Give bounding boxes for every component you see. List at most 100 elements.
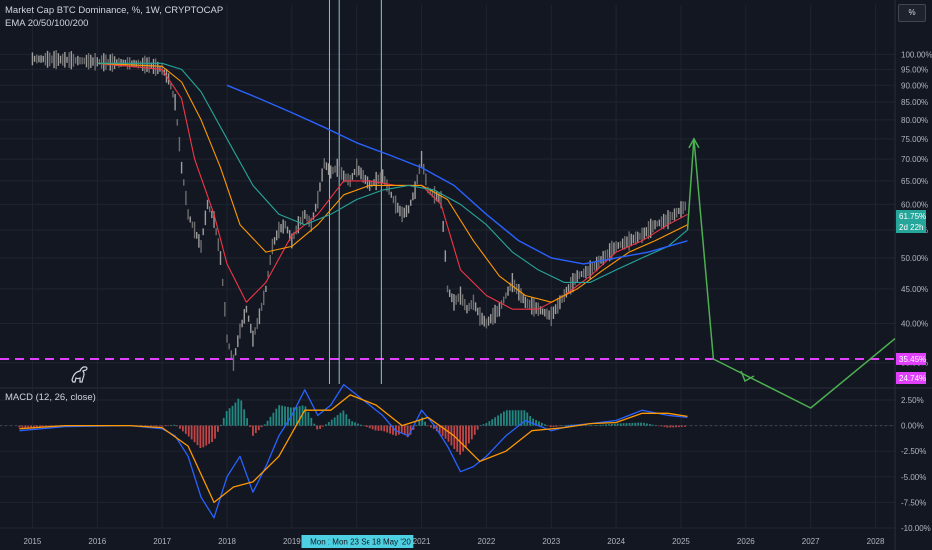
signal-line [19, 394, 688, 504]
y-tick-label: 60.00% [901, 200, 928, 209]
macd-histogram-bar [234, 402, 237, 426]
macd-histogram-bar [374, 425, 377, 431]
y-tick-label: 80.00% [901, 116, 928, 125]
x-tick-label: 2028 [867, 537, 885, 546]
macd-histogram-bar [678, 425, 680, 428]
macd-histogram-bar [295, 406, 298, 426]
macd-histogram-bar [444, 425, 447, 439]
macd-histogram-bar [590, 425, 593, 426]
macd-histogram-bar [403, 425, 406, 436]
macd-histogram-bar [304, 406, 307, 426]
macd-histogram-bar [275, 408, 278, 426]
target-badge-bg [896, 372, 926, 384]
macd-histogram-bar [319, 425, 321, 429]
y-tick-label: 85.00% [901, 98, 928, 107]
macd-histogram-bar [269, 416, 272, 426]
macd-histogram-bar [608, 424, 610, 426]
macd-histogram-bar [179, 425, 181, 429]
macd-histogram-bar [351, 421, 354, 426]
macd-histogram-bar [199, 425, 202, 448]
percent-scale-button[interactable]: % [898, 4, 926, 22]
projection-arrow-down [740, 370, 755, 383]
macd-y-tick-label: 0.00% [901, 422, 924, 431]
y-tick-label: 40.00% [901, 319, 928, 328]
macd-histogram-bar [21, 425, 24, 428]
x-tick-label: 2017 [153, 537, 171, 546]
projection-lines [686, 137, 896, 409]
macd-histogram-bar [30, 425, 33, 428]
macd-histogram-bar [187, 425, 190, 437]
macd-histogram-bar [409, 425, 412, 435]
highlight-date-label: 18 May '20 [372, 538, 411, 547]
macd-histogram-bar [500, 413, 502, 426]
macd-histogram-bar [511, 410, 514, 426]
macd-histogram-bar [418, 420, 421, 426]
macd-histogram-bar [552, 425, 555, 428]
macd-pane [0, 383, 895, 519]
macd-histogram-bar [196, 425, 199, 446]
macd-histogram-bar [517, 410, 520, 426]
macd-histogram-bar [354, 422, 356, 426]
macd-histogram-bar [322, 425, 324, 427]
macd-legend[interactable]: MACD (12, 26, close) [5, 392, 96, 403]
macd-histogram-bar [345, 414, 348, 426]
macd-histogram-bar [508, 410, 511, 426]
macd-histogram-bar [473, 425, 476, 435]
macd-histogram-bar [622, 423, 625, 426]
macd-histogram-bar [593, 425, 596, 426]
time-axis[interactable]: 2015201620172018201920202021202220232024… [24, 535, 885, 548]
macd-histogram-bar [432, 425, 435, 429]
macd-histogram-bar [362, 425, 365, 427]
macd-histogram-bar [427, 425, 429, 427]
macd-histogram-bar [307, 412, 310, 426]
macd-histogram-bar [219, 424, 222, 426]
macd-histogram-bar [666, 425, 669, 428]
ema-legend[interactable]: EMA 20/50/100/200 [5, 18, 89, 29]
x-tick-label: 2023 [542, 537, 560, 546]
macd-histogram-bar [564, 425, 567, 426]
macd-histogram-bar [298, 406, 301, 426]
macd-histogram-bar [260, 425, 263, 428]
macd-histogram-bar [184, 425, 187, 434]
macd-histogram-bar [651, 424, 654, 426]
macd-histogram-bar [313, 423, 316, 426]
macd-histogram-bar [217, 425, 219, 432]
macd-histogram-bar [503, 411, 505, 426]
macd-histogram-bar [292, 407, 295, 426]
macd-y-tick-label: -2.50% [901, 447, 926, 456]
macd-histogram-bar [424, 421, 427, 426]
macd-histogram-bar [654, 425, 657, 426]
macd-histogram-bar [225, 411, 228, 426]
macd-histogram-bar [599, 424, 602, 426]
macd-histogram-bar [360, 424, 362, 426]
macd-histogram-bar [161, 425, 164, 427]
projection-path [686, 138, 896, 409]
highlight-date-label: Mon 23 Sep '19 [332, 538, 388, 547]
macd-histogram-bar [164, 425, 167, 427]
macd-histogram-bar [327, 422, 330, 426]
macd-histogram-bar [211, 425, 213, 443]
macd-histogram-bar [543, 424, 546, 426]
macd-histogram-bar [392, 425, 394, 435]
macd-histogram-bar [441, 425, 444, 437]
macd-histogram-bar [523, 410, 526, 426]
macd-histogram-bar [549, 425, 552, 428]
dinosaur-icon [71, 366, 88, 383]
macd-histogram-bar [243, 409, 246, 426]
macd-histogram-bar [646, 423, 648, 426]
ema-lines [97, 62, 688, 310]
macd-histogram-bar [660, 425, 663, 427]
macd-histogram-bar [468, 425, 470, 444]
ema200-line [226, 84, 688, 265]
macd-histogram-bar [193, 425, 196, 443]
macd-histogram-bar [450, 425, 453, 446]
macd-histogram-bar [640, 422, 642, 426]
target-badge: 24.74% [899, 374, 926, 383]
x-tick-label: 2025 [672, 537, 690, 546]
macd-histogram-bar [281, 405, 284, 426]
countdown-badge: 2d 22h [899, 223, 923, 232]
macd-histogram-bar [249, 425, 251, 428]
macd-histogram-bar [669, 425, 672, 428]
